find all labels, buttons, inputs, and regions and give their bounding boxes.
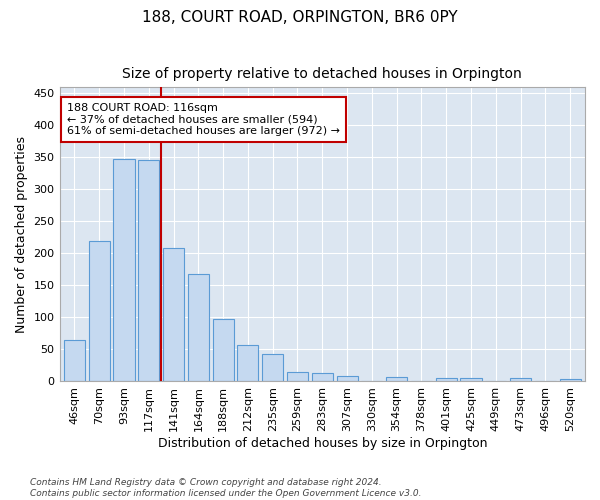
Text: 188 COURT ROAD: 116sqm
← 37% of detached houses are smaller (594)
61% of semi-de: 188 COURT ROAD: 116sqm ← 37% of detached… [67,103,340,136]
Bar [337,376,358,382]
Bar [238,345,259,382]
Bar [113,159,134,382]
Bar [212,320,233,382]
Bar [138,160,160,382]
Bar [262,354,283,382]
Bar [287,372,308,382]
Bar [312,373,333,382]
Bar [163,248,184,382]
Bar [436,378,457,382]
Bar [188,274,209,382]
Bar [560,379,581,382]
Bar [89,240,110,382]
Y-axis label: Number of detached properties: Number of detached properties [15,136,28,332]
Title: Size of property relative to detached houses in Orpington: Size of property relative to detached ho… [122,68,522,82]
X-axis label: Distribution of detached houses by size in Orpington: Distribution of detached houses by size … [158,437,487,450]
Text: Contains HM Land Registry data © Crown copyright and database right 2024.
Contai: Contains HM Land Registry data © Crown c… [30,478,421,498]
Bar [386,377,407,382]
Bar [510,378,531,382]
Bar [460,378,482,382]
Bar [64,340,85,382]
Text: 188, COURT ROAD, ORPINGTON, BR6 0PY: 188, COURT ROAD, ORPINGTON, BR6 0PY [142,10,458,25]
